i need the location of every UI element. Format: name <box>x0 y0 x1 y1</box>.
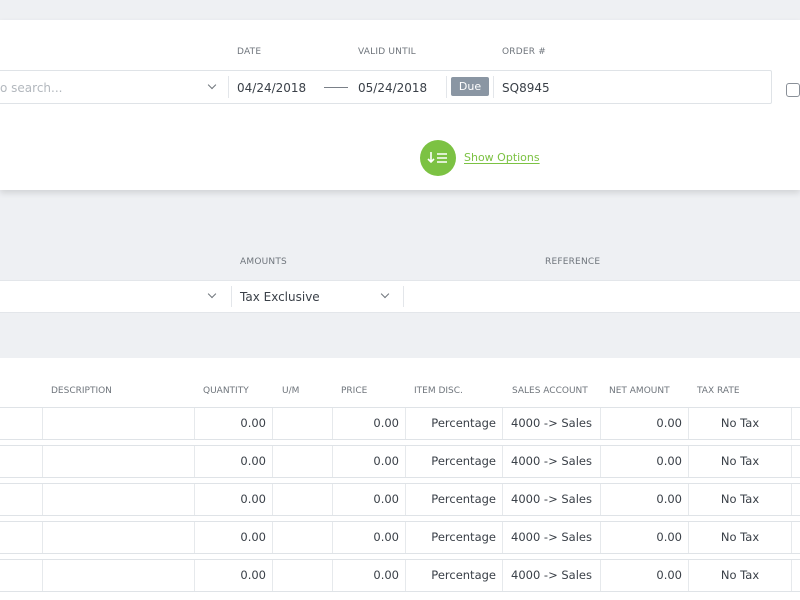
price-cell[interactable]: 0.00 <box>332 560 405 591</box>
description-cell[interactable] <box>42 522 194 553</box>
amounts-select[interactable]: Tax Exclusive <box>232 281 402 312</box>
row-end-cell <box>791 446 800 477</box>
item-disc-cell[interactable]: Percentage <box>405 560 502 591</box>
net-amount-cell[interactable]: 0.00 <box>600 522 688 553</box>
net-amount-cell[interactable]: 0.00 <box>600 484 688 515</box>
sales-account-cell[interactable]: 4000 -> Sales <box>502 484 600 515</box>
order-number-label: ORDER # <box>502 47 547 57</box>
column-header-quantity: QUANTITY <box>203 386 249 396</box>
customer-search-select[interactable]: o search... <box>0 71 228 103</box>
item-disc-cell[interactable]: Percentage <box>405 522 502 553</box>
sales-account-cell[interactable]: 4000 -> Sales <box>502 522 600 553</box>
tax-rate-cell[interactable]: No Tax <box>688 522 791 553</box>
tax-rate-cell[interactable]: No Tax <box>688 446 791 477</box>
price-cell[interactable]: 0.00 <box>332 446 405 477</box>
divider <box>403 286 404 307</box>
amounts-value: Tax Exclusive <box>240 290 320 304</box>
chevron-down-icon <box>380 289 390 299</box>
line-items-table: DESCRIPTION QUANTITY U/M PRICE ITEM DISC… <box>0 358 800 600</box>
item-disc-cell[interactable]: Percentage <box>405 484 502 515</box>
tax-rate-cell[interactable]: No Tax <box>688 560 791 591</box>
reference-input[interactable] <box>404 281 800 312</box>
quantity-cell[interactable]: 0.00 <box>194 484 272 515</box>
valid-until-input[interactable]: 05/24/2018 <box>358 81 428 95</box>
column-header-item-disc: ITEM DISC. <box>414 386 463 396</box>
valid-until-label: VALID UNTIL <box>358 47 416 57</box>
um-cell[interactable] <box>272 522 332 553</box>
quantity-cell[interactable]: 0.00 <box>194 408 272 439</box>
date-label: DATE <box>237 47 262 57</box>
tax-rate-cell[interactable]: No Tax <box>688 408 791 439</box>
settings-row: Tax Exclusive <box>0 280 800 313</box>
sales-account-cell[interactable]: 4000 -> Sales <box>502 446 600 477</box>
sales-account-cell[interactable]: 4000 -> Sales <box>502 408 600 439</box>
row-end-cell <box>791 484 800 515</box>
table-row[interactable]: 0.00 0.00 Percentage 4000 -> Sales 0.00 … <box>0 521 800 554</box>
net-amount-cell[interactable]: 0.00 <box>600 446 688 477</box>
amounts-label: AMOUNTS <box>240 257 287 267</box>
column-header-um: U/M <box>282 386 300 396</box>
price-cell[interactable]: 0.00 <box>332 408 405 439</box>
checkbox-icon[interactable] <box>786 83 800 97</box>
description-cell[interactable] <box>42 484 194 515</box>
net-amount-cell[interactable]: 0.00 <box>600 408 688 439</box>
um-cell[interactable] <box>272 484 332 515</box>
order-number-input[interactable]: SQ8945 <box>502 81 550 95</box>
sales-account-cell[interactable]: 4000 -> Sales <box>502 560 600 591</box>
chevron-down-icon[interactable] <box>207 289 217 299</box>
row-end-cell <box>791 408 800 439</box>
quantity-cell[interactable]: 0.00 <box>194 522 272 553</box>
um-cell[interactable] <box>272 446 332 477</box>
due-status-badge[interactable]: Due <box>451 77 489 96</box>
price-cell[interactable]: 0.00 <box>332 484 405 515</box>
order-header-fields: o search... 04/24/2018 05/24/2018 SQ8945 <box>0 70 772 104</box>
divider <box>446 76 447 98</box>
row-end-cell <box>791 522 800 553</box>
um-cell[interactable] <box>272 560 332 591</box>
column-header-net-amount: NET AMOUNT <box>609 386 670 396</box>
column-header-tax-rate: TAX RATE <box>697 386 740 396</box>
table-row[interactable]: 0.00 0.00 Percentage 4000 -> Sales 0.00 … <box>0 407 800 440</box>
chevron-down-icon[interactable] <box>207 80 217 90</box>
description-cell[interactable] <box>42 446 194 477</box>
divider <box>493 76 494 98</box>
reference-label: REFERENCE <box>545 257 601 267</box>
date-input[interactable]: 04/24/2018 <box>237 81 307 95</box>
table-row[interactable]: 0.00 0.00 Percentage 4000 -> Sales 0.00 … <box>0 559 800 592</box>
divider <box>231 286 232 307</box>
item-disc-cell[interactable]: Percentage <box>405 408 502 439</box>
description-cell[interactable] <box>42 408 194 439</box>
item-disc-cell[interactable]: Percentage <box>405 446 502 477</box>
divider <box>228 76 229 98</box>
show-options-button[interactable] <box>420 140 456 176</box>
um-cell[interactable] <box>272 408 332 439</box>
order-header-card: DATE VALID UNTIL ORDER # <box>0 20 800 190</box>
row-end-cell <box>791 560 800 591</box>
show-options-link[interactable]: Show Options <box>464 151 540 164</box>
quantity-cell[interactable]: 0.00 <box>194 446 272 477</box>
description-cell[interactable] <box>42 560 194 591</box>
column-header-description: DESCRIPTION <box>51 386 112 396</box>
sort-down-lines-icon <box>427 152 447 164</box>
price-cell[interactable]: 0.00 <box>332 522 405 553</box>
quantity-cell[interactable]: 0.00 <box>194 560 272 591</box>
column-header-sales-account: SALES ACCOUNT <box>512 386 588 396</box>
date-range-dash <box>324 87 348 88</box>
customer-search-placeholder: o search... <box>0 81 63 95</box>
column-header-price: PRICE <box>341 386 368 396</box>
net-amount-cell[interactable]: 0.00 <box>600 560 688 591</box>
table-row[interactable]: 0.00 0.00 Percentage 4000 -> Sales 0.00 … <box>0 483 800 516</box>
tax-rate-cell[interactable]: No Tax <box>688 484 791 515</box>
table-row[interactable]: 0.00 0.00 Percentage 4000 -> Sales 0.00 … <box>0 445 800 478</box>
